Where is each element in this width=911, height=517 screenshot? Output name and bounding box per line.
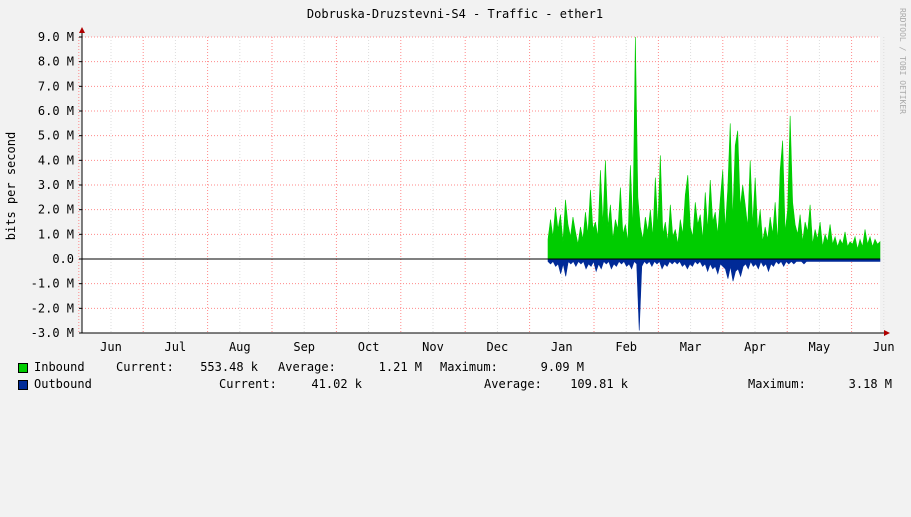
- inbound-current-value: 553.48 k: [200, 360, 258, 374]
- y-tick-label: 4.0 M: [38, 153, 74, 167]
- inbound-average-label: Average:: [278, 360, 336, 374]
- month-tick-label: Aug: [229, 340, 251, 354]
- y-tick-label: 8.0 M: [38, 55, 74, 69]
- y-tick-label: 7.0 M: [38, 79, 74, 93]
- axis-layer: 9.0 M 8.0 M 7.0 M 6.0 M 5.0 M 4.0 M 3.0 M 2.0 M…: [31, 27, 895, 354]
- outbound-current-value: 41.02 k: [311, 377, 362, 391]
- y-tick-label: 5.0 M: [38, 129, 74, 143]
- outbound-average-label: Average:: [484, 377, 542, 391]
- y-tick-label: -1.0 M: [31, 277, 74, 291]
- y-axis-arrow: [79, 27, 85, 33]
- y-tick-label: 0.0: [52, 252, 74, 266]
- outbound-current-label: Current:: [219, 377, 277, 391]
- outbound-name: Outbound: [34, 377, 92, 391]
- outbound-maximum-value: 3.18 M: [848, 377, 892, 391]
- y-tick-label: 9.0 M: [38, 30, 74, 44]
- month-tick-label: Jun: [873, 340, 895, 354]
- month-tick-label: Jun: [100, 340, 122, 354]
- legend-inbound: Inbound Current: 553.48 k Average: 1.21 …: [0, 360, 911, 375]
- inbound-maximum-label: Maximum:: [440, 360, 498, 374]
- month-tick-label: Dec: [487, 340, 509, 354]
- month-tick-label: Mar: [680, 340, 702, 354]
- traffic-chart: 9.0 M 8.0 M 7.0 M 6.0 M 5.0 M 4.0 M 3.0 M 2.0 M…: [4, 7, 907, 354]
- month-tick-label: Apr: [744, 340, 766, 354]
- outbound-area: [547, 258, 881, 331]
- inbound-swatch: [18, 363, 28, 373]
- inbound-area: [547, 36, 881, 260]
- y-tick-label: 6.0 M: [38, 104, 74, 118]
- chart-title: Dobruska-Druzstevni-S4 - Traffic - ether…: [307, 7, 603, 21]
- graph-root: 9.0 M 8.0 M 7.0 M 6.0 M 5.0 M 4.0 M 3.0 M 2.0 M…: [0, 7, 911, 392]
- inbound-current-label: Current:: [116, 360, 174, 374]
- month-tick-label: Jan: [551, 340, 573, 354]
- month-tick-label: Jul: [165, 340, 187, 354]
- month-tick-label: Nov: [422, 340, 444, 354]
- legend-outbound: Outbound Current: 41.02 k Average: 109.8…: [0, 377, 911, 392]
- x-axis-arrow: [884, 330, 890, 336]
- month-tick-label: Oct: [358, 340, 380, 354]
- area-layer: [547, 36, 881, 331]
- y-axis-label: bits per second: [4, 132, 18, 240]
- outbound-swatch: [18, 380, 28, 390]
- month-tick-label: Sep: [293, 340, 315, 354]
- y-tick-label: 1.0 M: [38, 227, 74, 241]
- month-tick-label: Feb: [615, 340, 637, 354]
- inbound-maximum-value: 9.09 M: [540, 360, 584, 374]
- y-tick-label: 2.0 M: [38, 203, 74, 217]
- month-tick-label: May: [809, 340, 831, 354]
- y-tick-label: -2.0 M: [31, 301, 74, 315]
- watermark: RRDTOOL / TOBI OETIKER: [898, 8, 907, 114]
- y-tick-label: 3.0 M: [38, 178, 74, 192]
- outbound-maximum-label: Maximum:: [748, 377, 806, 391]
- outbound-average-value: 109.81 k: [570, 377, 628, 391]
- inbound-name: Inbound: [34, 360, 85, 374]
- inbound-average-value: 1.21 M: [378, 360, 422, 374]
- y-tick-label: -3.0 M: [31, 326, 74, 340]
